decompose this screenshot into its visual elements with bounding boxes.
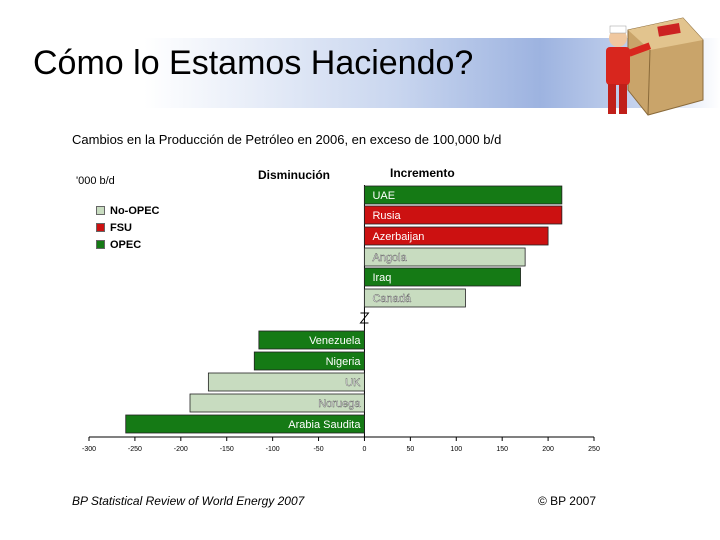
legend-swatch-fsu xyxy=(96,223,105,232)
bar-label: Nigeria xyxy=(326,356,362,368)
x-tick-label: 150 xyxy=(496,446,508,453)
x-tick-label: -150 xyxy=(220,446,234,453)
axis-break-marker xyxy=(359,312,370,324)
bar-angola xyxy=(364,247,526,267)
unit-label: '000 b/d xyxy=(76,175,115,187)
legend-swatch-opec xyxy=(96,240,105,249)
bar-label: Noruega xyxy=(318,398,361,410)
x-tick-label: 200 xyxy=(542,446,554,453)
title-band xyxy=(0,38,720,108)
legend-label-no-opec: No-OPEC xyxy=(110,204,160,217)
header-decrease: Disminución xyxy=(258,168,331,182)
bar-label: UK xyxy=(345,377,361,389)
bar-azerbaijan xyxy=(364,226,549,246)
x-tick-label: -300 xyxy=(82,446,96,453)
bar-noruega xyxy=(189,393,365,413)
legend-label-fsu: FSU xyxy=(110,221,132,234)
legend-swatch-no-opec xyxy=(96,206,105,215)
bar-label: Iraq xyxy=(372,272,391,284)
legend-item-opec: OPEC xyxy=(96,236,160,253)
bar-label: Angola xyxy=(372,252,407,264)
x-tick-label: -100 xyxy=(266,446,280,453)
bar-iraq xyxy=(364,267,521,287)
bar-label: Canadá xyxy=(372,293,411,305)
legend-label-opec: OPEC xyxy=(110,238,142,251)
header-increase: Incremento xyxy=(390,166,455,180)
x-tick-label: 50 xyxy=(406,446,414,453)
bar-label: Venezuela xyxy=(309,335,361,347)
x-tick-label: -250 xyxy=(128,446,142,453)
legend-item-no-opec: No-OPEC xyxy=(96,202,160,219)
chart-subtitle: Cambios en la Producción de Petróleo en … xyxy=(72,132,502,147)
x-tick-label: 100 xyxy=(450,446,462,453)
bar-uae xyxy=(364,185,563,205)
x-tick-label: 250 xyxy=(588,446,600,453)
footer-copyright: © BP 2007 xyxy=(538,494,596,508)
bp-worker-crate-illustration xyxy=(606,17,704,116)
footer-source: BP Statistical Review of World Energy 20… xyxy=(72,494,305,508)
bar-rusia xyxy=(364,205,563,225)
bar-canadá xyxy=(364,288,466,308)
x-tick-label: -50 xyxy=(313,446,323,453)
bar-label: UAE xyxy=(372,190,395,202)
bar-label: Rusia xyxy=(372,210,401,222)
x-tick-label: 0 xyxy=(363,446,367,453)
bar-arabia-saudita xyxy=(125,414,365,434)
bar-venezuela xyxy=(258,330,365,350)
bar-label: Azerbaijan xyxy=(372,231,424,243)
slide-title: Cómo lo Estamos Haciendo? xyxy=(33,44,474,82)
legend-item-fsu: FSU xyxy=(96,219,160,236)
bar-uk xyxy=(207,372,365,392)
bar-label: Arabia Saudita xyxy=(288,419,361,431)
x-tick-label: -200 xyxy=(174,446,188,453)
chart-legend: No-OPEC FSU OPEC xyxy=(96,202,160,253)
bar-nigeria xyxy=(253,351,365,371)
